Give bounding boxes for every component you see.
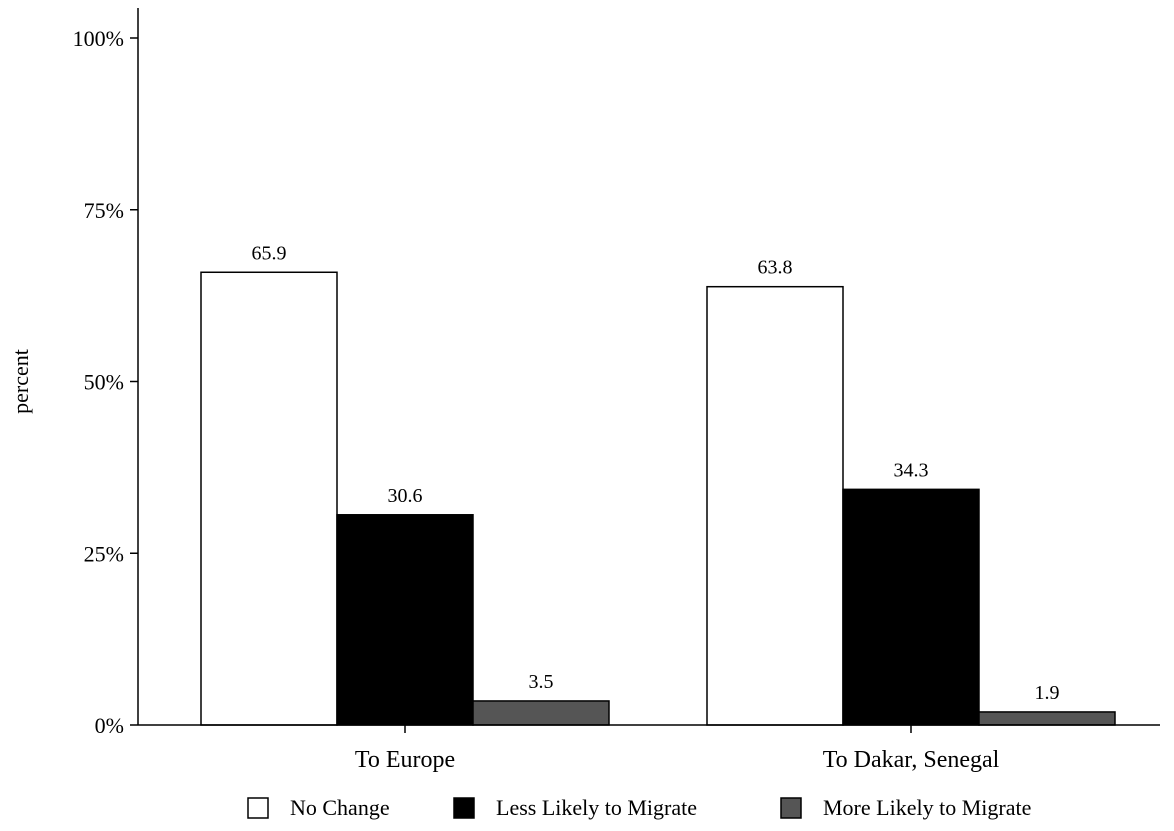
bar	[336, 514, 474, 726]
y-tick-label: 50%	[84, 370, 124, 395]
value-labels: 65.9 30.6 3.5 63.8 34.3 1.9	[252, 242, 1060, 704]
bar-value-label: 63.8	[758, 257, 793, 279]
legend-label: Less Likely to Migrate	[496, 795, 697, 820]
y-axis: 0% 25% 50% 75% 100% percent	[8, 8, 139, 738]
x-category-label: To Dakar, Senegal	[823, 747, 1000, 773]
x-axis: To Europe To Dakar, Senegal	[138, 724, 1160, 773]
y-tick-label: 0%	[95, 713, 124, 738]
legend-label: More Likely to Migrate	[823, 795, 1031, 820]
bar	[200, 271, 338, 726]
y-tick-label: 75%	[84, 198, 124, 223]
bar	[978, 711, 1116, 726]
legend-label: No Change	[290, 795, 390, 820]
bar-value-label: 1.9	[1035, 682, 1060, 704]
bar	[842, 488, 980, 726]
legend: No Change Less Likely to Migrate More Like…	[247, 795, 1031, 820]
bar-value-label: 65.9	[252, 242, 287, 264]
bar-value-label: 34.3	[894, 459, 929, 481]
y-axis-label: percent	[8, 349, 33, 414]
y-tick-label: 25%	[84, 541, 124, 566]
x-category-label: To Europe	[355, 747, 455, 773]
legend-swatch	[780, 797, 802, 819]
bar	[472, 700, 610, 726]
bar	[706, 285, 844, 726]
bars	[200, 271, 1116, 726]
bar-value-label: 3.5	[529, 671, 554, 693]
legend-swatch	[453, 797, 475, 819]
legend-swatch	[247, 797, 269, 819]
y-tick-label: 100%	[73, 26, 124, 51]
bar-value-label: 30.6	[388, 485, 423, 507]
